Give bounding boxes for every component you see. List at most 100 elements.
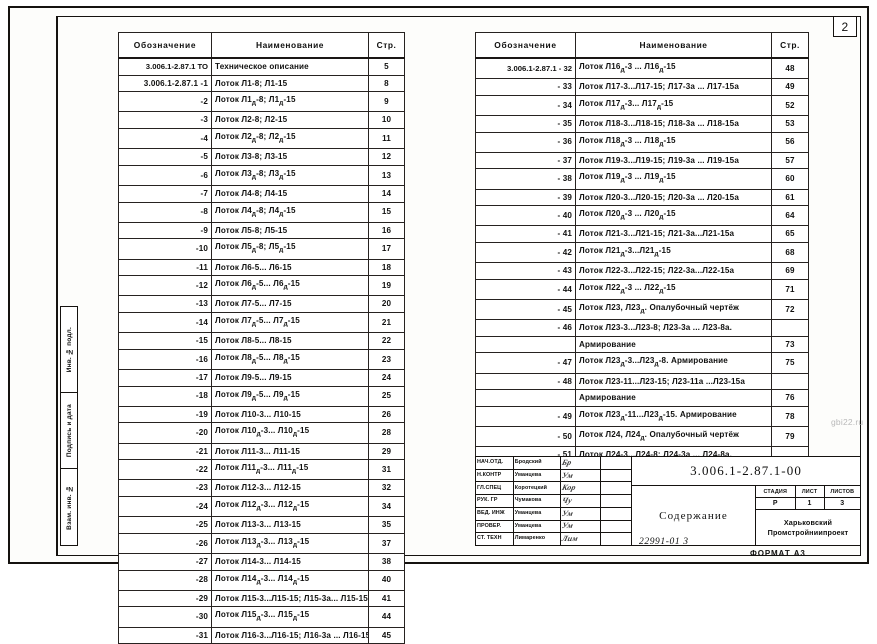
table-row: - 39 Лоток Л20-3...Л20-15; Л20-3а ... Л20… <box>475 188 809 207</box>
signature-date <box>601 495 631 507</box>
cell-name: Армирование <box>575 335 772 354</box>
cell-name: Лоток Л8д-5... Л8д-15 <box>211 348 369 370</box>
cell-page: 22 <box>368 332 405 350</box>
cell-page: 79 <box>771 425 809 448</box>
cell-name: Лоток Л22д-3 ... Л22д-15 <box>575 278 772 300</box>
cell-name: Лоток Л21д-3...Л21д-15 <box>575 241 772 264</box>
cell-page: 52 <box>771 94 809 117</box>
cell-name: Лоток Л7-5... Л7-15 <box>211 295 369 313</box>
cell-name: Лоток Л9-5... Л9-15 <box>211 368 369 387</box>
cell-designation: 3.006.1-2.87.1 ТО <box>118 57 212 76</box>
cell-designation: - 40 <box>475 205 576 227</box>
cell-name: Лоток Л10-3... Л10-15 <box>211 405 369 424</box>
cell-name: Лоток Л7д-5... Л7д-15 <box>211 311 369 334</box>
cell-name: Лоток Л13д-3... Л13д-15 <box>211 532 369 554</box>
cell-page: 15 <box>368 201 405 223</box>
cell-page <box>771 372 809 391</box>
cell-page: 68 <box>771 241 809 264</box>
table-row: - 49 Лоток Л23д-11...Л23д-15. Армирование… <box>475 405 809 427</box>
cell-page: 38 <box>368 552 405 571</box>
cell-designation: -10 <box>118 238 212 260</box>
stage-value-sheet: 1 <box>796 498 825 509</box>
column-header-page: Стр. <box>368 32 405 59</box>
cell-designation: -6 <box>118 164 212 186</box>
cell-page: 45 <box>368 626 405 644</box>
table-row: - 44 Лоток Л22д-3 ... Л22д-15 71 <box>475 278 809 300</box>
table-row: - 40 Лоток Л20д-3 ... Л20д-15 64 <box>475 205 809 227</box>
format-label: ФОРМАТ А3 <box>750 549 806 558</box>
table-row: - 33 Лоток Л17-3...Л17-15; Л17-3а ... Л17… <box>475 78 809 96</box>
signature-scribble: Бр <box>561 457 573 467</box>
stage-value-row: Р 1 3 <box>756 498 860 510</box>
signature-name: Лимаренко <box>514 533 562 546</box>
stage-value-total: 3 <box>840 500 845 507</box>
table-row: 3.006.1-2.87.1 - 32 Лоток Л16д-3 ... Л16д… <box>475 57 809 80</box>
cell-name: Лоток Л6-5... Л6-15 <box>211 258 369 277</box>
cell-name: Лоток Л15-3...Л15-15; Л15-3а... Л15-15а <box>211 589 369 608</box>
signature-name: Уманцева <box>514 520 562 533</box>
cell-page: 5 <box>368 57 405 76</box>
table-row: -24 Лоток Л12д-3... Л12д-15 34 <box>118 495 405 518</box>
cell-page: 48 <box>771 57 809 80</box>
cell-designation: -2 <box>118 91 212 113</box>
cell-page <box>771 319 809 337</box>
cell-name: Лоток Л1д-8; Л1д-15 <box>211 91 369 113</box>
table-row: -22 Лоток Л11д-3... Л11д-15 31 <box>118 459 405 481</box>
cell-name: Лоток Л23-3...Л23-8; Л23-3а ... Л23-8а. <box>575 319 772 337</box>
signature-mark: Ум <box>561 507 602 520</box>
table-row: - 34 Лоток Л17д-3... Л17д-15 52 <box>475 94 809 117</box>
cell-designation: -28 <box>118 569 212 591</box>
table-row: -16 Лоток Л8д-5... Л8д-15 23 <box>118 348 405 370</box>
table-row: - 42 Лоток Л21д-3...Л21д-15 68 <box>475 241 809 264</box>
cell-designation: - 44 <box>475 278 576 300</box>
table-row: -4 Лоток Л2д-8; Л2д-15 11 <box>118 127 405 150</box>
cell-designation: - 43 <box>475 262 576 280</box>
cell-page: 8 <box>368 74 405 93</box>
cell-page: 78 <box>771 405 809 427</box>
table-row: -13 Лоток Л7-5... Л7-15 20 <box>118 295 405 313</box>
signature-row: ПРОВЕР. Уманцева Ум <box>476 520 631 534</box>
table-row: - 43 Лоток Л22-3...Л22-15; Л22-3а...Л22-1… <box>475 262 809 280</box>
signature-row: ВЕД. ИНЖ Уманцева Ум <box>476 507 631 521</box>
signature-name: Бродский <box>514 457 562 469</box>
cell-page: 25 <box>368 385 405 407</box>
cell-page: 32 <box>368 479 405 497</box>
cell-page: 40 <box>368 569 405 591</box>
cell-designation: -3 <box>118 111 212 129</box>
signature-date <box>601 508 631 520</box>
cell-page: 75 <box>771 352 809 374</box>
cell-name: Лоток Л12д-3... Л12д-15 <box>211 495 369 518</box>
cell-name: Лоток Л8-5... Л8-15 <box>211 332 369 350</box>
cell-designation: -4 <box>118 127 212 150</box>
cell-designation <box>475 335 576 354</box>
cell-page: 28 <box>368 422 405 444</box>
cell-designation: - 38 <box>475 168 576 190</box>
signature-name: Коротецкий <box>514 482 562 495</box>
signature-role: ПРОВЕР. <box>476 520 514 533</box>
cell-name: Лоток Л19д-3 ... Л19д-15 <box>575 168 772 190</box>
cell-page: 72 <box>771 298 809 321</box>
cell-designation: - 39 <box>475 188 576 207</box>
cell-designation: -25 <box>118 516 212 534</box>
cell-designation: - 37 <box>475 151 576 170</box>
table-row: - 37 Лоток Л19-3...Л19-15; Л19-3а ... Л19… <box>475 151 809 170</box>
table-row: Армирование 76 <box>475 389 809 407</box>
table-row: - 46 Лоток Л23-3...Л23-8; Л23-3а ... Л23-… <box>475 319 809 337</box>
table-row: -29 Лоток Л15-3...Л15-15; Л15-3а... Л15-1… <box>118 589 405 608</box>
table-row: - 41 Лоток Л21-3...Л21-15; Л21-3а...Л21-1… <box>475 225 809 243</box>
cell-page: 37 <box>368 532 405 554</box>
organization-line-2: Промстройниипроект <box>767 527 849 537</box>
cell-designation: -13 <box>118 295 212 313</box>
cell-designation: - 47 <box>475 352 576 374</box>
signature-role: СТ. ТЕХН <box>476 533 514 546</box>
table-row: -5 Лоток Л3-8; Л3-15 12 <box>118 148 405 166</box>
cell-designation: - 50 <box>475 425 576 448</box>
cell-designation: - 45 <box>475 298 576 321</box>
side-stamp-label-inv-no: Инв. № подл. <box>65 326 73 373</box>
table-header-row: Обозначение Наименование Стр. <box>118 32 405 59</box>
cell-name: Лоток Л10д-3... Л10д-15 <box>211 422 369 444</box>
table-row: - 36 Лоток Л18д-3 ... Л18д-15 56 <box>475 131 809 153</box>
signature-scribble: Кор <box>561 483 578 493</box>
table-row: -21 Лоток Л11-3... Л11-15 29 <box>118 442 405 461</box>
table-row: - 35 Лоток Л18-3...Л18-15; Л18-3а ... Л18… <box>475 115 809 133</box>
